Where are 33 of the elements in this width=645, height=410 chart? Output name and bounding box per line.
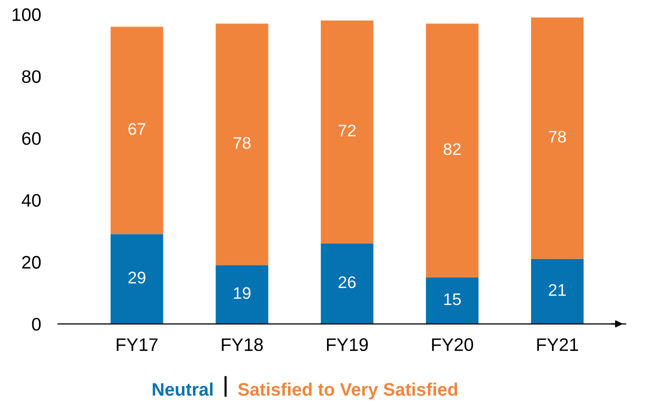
bar	[320, 20, 374, 244]
text: Neutral	[152, 382, 213, 396]
y-tick-label: 80	[22, 70, 41, 83]
x-tick-label: FY19	[327, 338, 368, 352]
data-label: 78	[234, 137, 251, 149]
y-tick-label: 20	[22, 256, 41, 269]
y-tick-label: 60	[22, 132, 41, 145]
bar	[426, 24, 478, 278]
data-label: 67	[128, 123, 146, 135]
data-label: 78	[548, 130, 566, 143]
x-tick-label: FY21	[537, 338, 578, 351]
bar	[110, 234, 164, 324]
data-label: 72	[338, 124, 356, 136]
data-label: 15	[444, 294, 461, 306]
bar	[320, 243, 374, 324]
data-label: 19	[234, 287, 250, 299]
y-tick-label: 40	[22, 194, 41, 207]
text: Satisfied to Very Satisfied	[238, 382, 458, 400]
bar	[216, 265, 268, 324]
x-tick-label: FY20	[432, 338, 474, 352]
y-tick-label: 100	[12, 8, 41, 22]
data-label: 82	[444, 143, 461, 156]
data-label: 21	[548, 284, 566, 296]
bar	[110, 26, 164, 234]
bar	[531, 258, 584, 324]
x-tick-label: FY17	[116, 338, 158, 351]
bar	[531, 17, 584, 259]
y-tick-label: 0	[32, 318, 41, 331]
data-label: 29	[128, 272, 146, 284]
data-label: 26	[338, 276, 356, 288]
bar	[216, 24, 268, 266]
x-tick-label: FY18	[222, 338, 263, 352]
bar	[426, 277, 478, 324]
